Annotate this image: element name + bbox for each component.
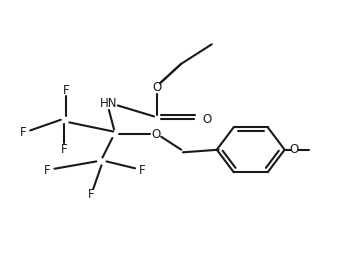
Text: F: F (44, 164, 51, 176)
Text: F: F (20, 126, 27, 139)
Text: HN: HN (100, 97, 117, 110)
Text: F: F (61, 143, 67, 156)
Text: F: F (63, 84, 69, 97)
Text: O: O (203, 113, 212, 125)
Text: F: F (88, 188, 95, 201)
Text: O: O (151, 128, 160, 141)
Text: F: F (139, 164, 145, 176)
Text: O: O (153, 81, 162, 94)
Text: O: O (289, 143, 299, 156)
